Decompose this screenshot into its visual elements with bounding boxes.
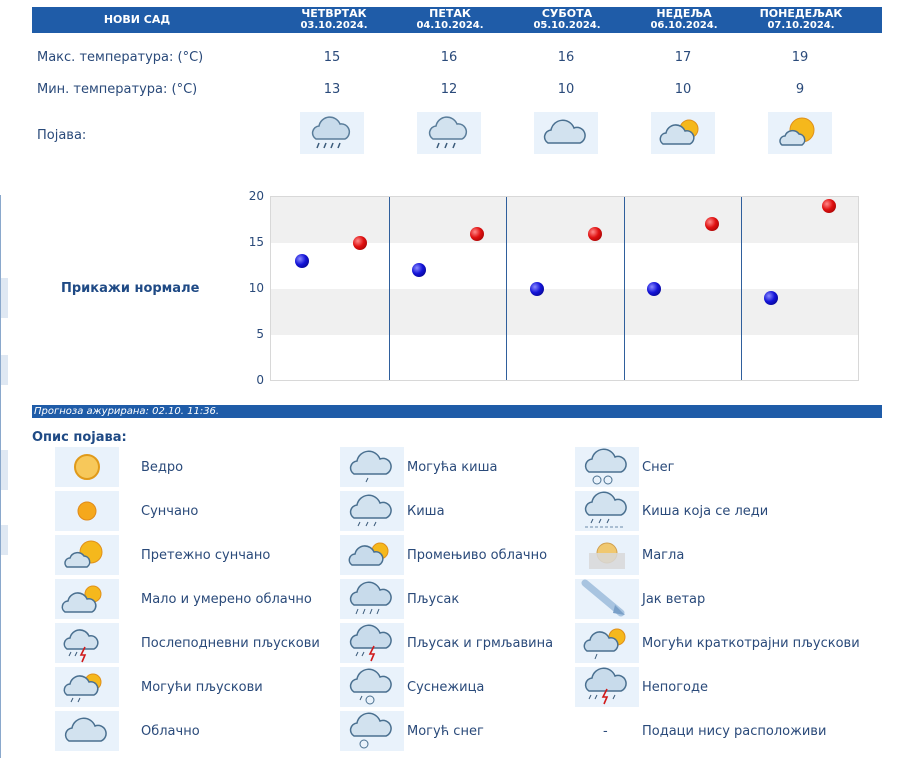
legend-title: Опис појава: (32, 430, 127, 445)
min-temp-point (529, 281, 544, 296)
rain-icon (417, 112, 481, 154)
legend-possible-rain: Могућа киша (407, 460, 498, 475)
max-temp-day-4: 17 (674, 50, 692, 65)
max-temp-day-1: 15 (323, 50, 341, 65)
showers-icon (300, 112, 364, 154)
max-temp-day-3: 16 (557, 50, 575, 65)
legend-sleet: Суснежица (407, 680, 485, 695)
max-temp-point (470, 226, 485, 241)
min-temp-point (412, 263, 427, 278)
y-tick-5: 5 (256, 327, 264, 341)
legend-cloudy: Облачно (141, 724, 200, 739)
mostly-sunny-icon (768, 112, 832, 154)
sleet-icon (340, 667, 404, 707)
min-temp-point (646, 281, 661, 296)
y-tick-20: 20 (248, 189, 264, 203)
legend-possible-showers: Могући пљускови (141, 680, 263, 695)
legend-rain: Киша (407, 504, 445, 519)
rain-icon (340, 491, 404, 531)
partly-cloudy-icon (651, 112, 715, 154)
legend-brief-showers: Могући краткотрајни пљускови (642, 636, 860, 651)
forecast-header: НОВИ САД ЧЕТВРТАК 03.10.2024. ПЕТАК 04.1… (32, 7, 882, 33)
strong-wind-icon (575, 579, 639, 619)
min-temp-day-1: 13 (323, 82, 341, 97)
grid-band (271, 289, 858, 335)
thunderstorm-icon (340, 623, 404, 663)
mostly-sunny-icon (55, 535, 119, 575)
day-header-3: СУБОТА 05.10.2024. (533, 7, 601, 32)
freezing-rain-icon (575, 491, 639, 531)
legend-showers: Пљусак (407, 592, 460, 607)
legend-thunderstorm: Пљусак и грмљавина (407, 636, 554, 651)
city-name: НОВИ САД (103, 13, 171, 26)
min-temp-day-2: 12 (440, 82, 458, 97)
brief-showers-icon (575, 623, 639, 663)
phenomenon-label: Појава: (37, 128, 87, 143)
legend-variable-cloudy: Промењиво облачно (407, 548, 548, 563)
max-temp-point (352, 235, 367, 250)
legend-storm: Непогоде (642, 680, 708, 695)
y-tick-10: 10 (248, 281, 264, 295)
forecast-updated-bar: Прогноза ажурирана: 02.10. 11:36. (32, 405, 882, 418)
max-temp-point (587, 226, 602, 241)
legend-possible-snow: Могућ снег (407, 724, 484, 739)
y-tick-15: 15 (248, 235, 264, 249)
legend-no-data: Подаци нису расположиви (642, 724, 827, 739)
day-header-2: ПЕТАК 04.10.2024. (416, 7, 484, 32)
partly-cloudy-icon (55, 579, 119, 619)
max-temp-label: Макс. температура: (°C) (37, 50, 204, 65)
max-temp-point (704, 217, 719, 232)
max-temp-point (822, 199, 837, 214)
legend-fog: Магла (642, 548, 685, 563)
min-temp-label: Мин. температура: (°C) (37, 82, 198, 97)
grid-band (271, 197, 858, 243)
clear-icon (55, 447, 119, 487)
day-divider (741, 197, 742, 380)
legend-snow: Снег (642, 460, 675, 475)
min-temp-day-5: 9 (795, 82, 805, 97)
cloudy-icon (55, 711, 119, 751)
temperature-chart (270, 196, 859, 381)
day-divider (624, 197, 625, 380)
possible-snow-icon (340, 711, 404, 751)
y-tick-0: 0 (256, 373, 264, 387)
afternoon-showers-icon (55, 623, 119, 663)
storm-icon (575, 667, 639, 707)
day-header-4: НЕДЕЉА 06.10.2024. (650, 7, 718, 32)
legend-clear: Ведро (141, 460, 184, 475)
snow-icon (575, 447, 639, 487)
fog-icon (575, 535, 639, 575)
legend-mostly-sunny: Претежно сунчано (141, 548, 271, 563)
showers-icon (340, 579, 404, 619)
day-header-1: ЧЕТВРТАК 03.10.2024. (300, 7, 368, 32)
left-panel-edge (0, 195, 9, 758)
no-data-icon: - (603, 724, 608, 739)
possible-showers-icon (55, 667, 119, 707)
cloudy-icon (534, 112, 598, 154)
max-temp-day-2: 16 (440, 50, 458, 65)
min-temp-day-4: 10 (674, 82, 692, 97)
min-temp-day-3: 10 (557, 82, 575, 97)
min-temp-point (294, 254, 309, 269)
legend-strong-wind: Јак ветар (642, 592, 706, 607)
variable-cloudy-icon (340, 535, 404, 575)
max-temp-day-5: 19 (791, 50, 809, 65)
legend-freezing-rain: Киша која се леди (642, 504, 769, 519)
day-header-5: ПОНЕДЕЉАК 07.10.2024. (759, 7, 843, 32)
min-temp-point (764, 290, 779, 305)
legend-sunny: Сунчано (141, 504, 199, 519)
day-divider (506, 197, 507, 380)
show-normals-link[interactable]: Прикажи нормале (61, 281, 200, 296)
legend-partly-cloudy: Мало и умерено облачно (141, 592, 312, 607)
legend-afternoon-showers: Послеподневни пљускови (141, 636, 320, 651)
possible-rain-icon (340, 447, 404, 487)
day-divider (389, 197, 390, 380)
sunny-icon (55, 491, 119, 531)
